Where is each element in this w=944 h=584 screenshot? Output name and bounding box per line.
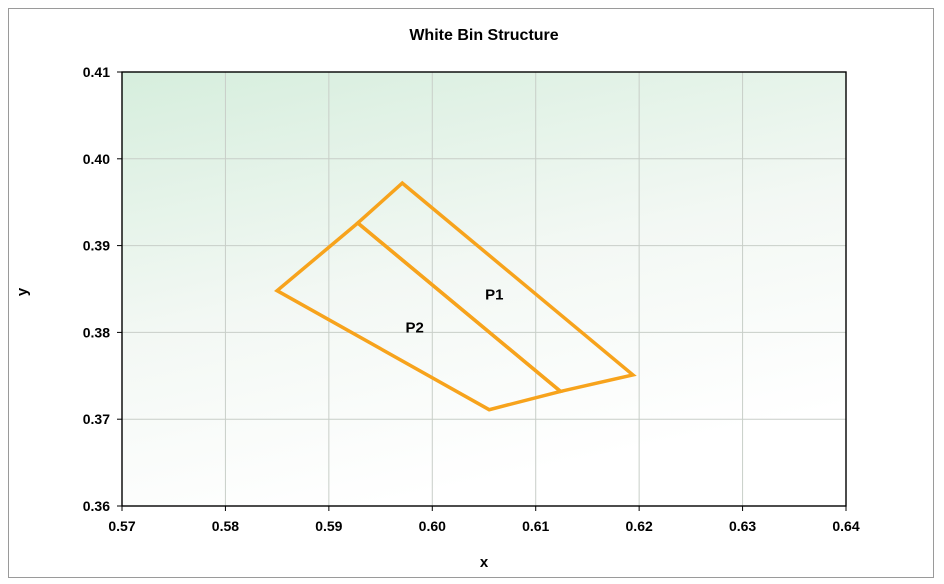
x-tick-label: 0.62 xyxy=(626,518,653,534)
y-tick-label: 0.41 xyxy=(83,64,110,80)
white-bin-chart: 0.57 0.58 0.59 0.60 0.61 0.62 0.63 0.64 0.36 0.37… xyxy=(14,27,860,571)
bin-label-p1: P1 xyxy=(485,286,503,303)
x-tick-label: 0.61 xyxy=(522,518,549,534)
bin-polygon-p2 xyxy=(274,220,565,412)
y-tick-label: 0.36 xyxy=(83,498,110,514)
bin-polygons xyxy=(274,180,637,412)
x-tick-label: 0.63 xyxy=(729,518,756,534)
tick-labels: 0.57 0.58 0.59 0.60 0.61 0.62 0.63 0.64 0.36 0.37… xyxy=(83,64,860,534)
x-tick-label: 0.58 xyxy=(212,518,239,534)
x-tick-label: 0.59 xyxy=(315,518,342,534)
x-tick-label: 0.57 xyxy=(108,518,135,534)
y-tick-label: 0.37 xyxy=(83,411,110,427)
y-axis-label: y xyxy=(14,287,31,296)
y-tick-label: 0.39 xyxy=(83,238,110,254)
chart-title: White Bin Structure xyxy=(409,27,558,44)
bin-label-p2: P2 xyxy=(406,319,424,336)
plot-area xyxy=(122,72,846,506)
bin-labels: P1 P2 xyxy=(406,286,504,336)
x-axis-label: x xyxy=(480,554,489,571)
plot-border xyxy=(121,71,847,507)
y-tick-label: 0.40 xyxy=(83,151,110,167)
x-tick-label: 0.60 xyxy=(419,518,446,534)
x-tick-label: 0.64 xyxy=(832,518,859,534)
y-tick-label: 0.38 xyxy=(83,324,110,340)
chart-frame: 0.57 0.58 0.59 0.60 0.61 0.62 0.63 0.64 0.36 0.37… xyxy=(8,8,934,578)
